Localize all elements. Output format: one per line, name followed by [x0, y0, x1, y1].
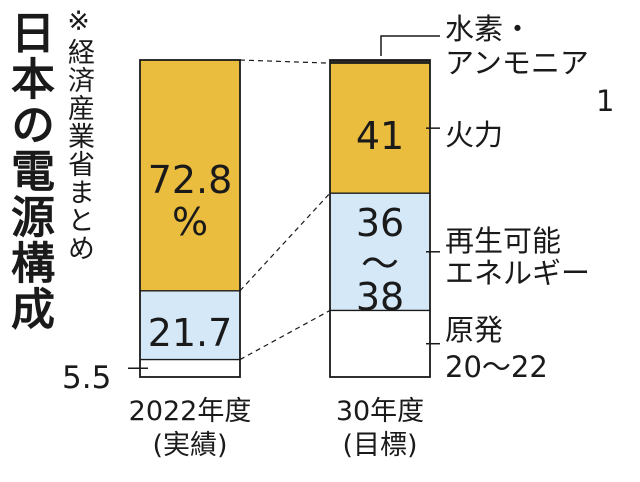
segment-connector-line [239, 192, 331, 292]
segment-connector-line [239, 309, 331, 361]
bar1-thermal-value-label: 72.8 [147, 158, 233, 202]
bar1-thermal-unit-label: % [171, 200, 209, 244]
renewable-series-label-line2: エネルギー [445, 256, 591, 290]
bar2-nuclear-segment [330, 310, 430, 377]
bar2-renewable-bottom-label: 38 [355, 275, 405, 319]
hydrogen-leader-line [380, 35, 440, 56]
bar2-renewable-segment [330, 193, 430, 311]
hydrogen-series-label-line1: 水素・ [445, 12, 533, 46]
segment-connector-line [239, 59, 331, 64]
source-note: ※経済産業省まとめ [63, 6, 94, 262]
renewable-series-label-line1: 再生可能 [445, 224, 562, 258]
bar1-renewable-value-label: 21.7 [147, 311, 233, 355]
bar1-outline [139, 59, 241, 378]
bar2-thermal-value-label: 41 [355, 114, 405, 158]
bar2-hydrogen-segment [330, 60, 430, 64]
bar2-renewable-tilde-label: 〜 [360, 242, 399, 286]
hydrogen-series-label-line2: アンモニア [445, 46, 589, 80]
bar1-renewable-segment [140, 290, 240, 360]
bar1-nuclear-value-label: 5.5 [62, 360, 112, 396]
bar2-category-label-line2: (目標) [342, 430, 418, 461]
nuclear-series-label: 原発 [445, 313, 504, 347]
nuclear-value-label: 20〜22 [445, 350, 548, 384]
bar2-renewable-top-label: 36 [355, 201, 405, 245]
bar1-nuclear-segment [140, 359, 240, 377]
bar1-category-label-line1: 2022年度 [128, 396, 252, 427]
chart-title: 日本の電源構成 [3, 10, 54, 332]
bar1-category-label-line2: (実績) [152, 430, 228, 461]
bar2-outline [329, 59, 431, 378]
bar2-category-label-line1: 30年度 [335, 396, 425, 427]
bar1-thermal-segment [140, 60, 240, 291]
thermal-series-label: 火力 [445, 118, 504, 152]
bar2-thermal-segment [330, 63, 430, 194]
hydrogen-value-label: 1 [596, 84, 615, 118]
